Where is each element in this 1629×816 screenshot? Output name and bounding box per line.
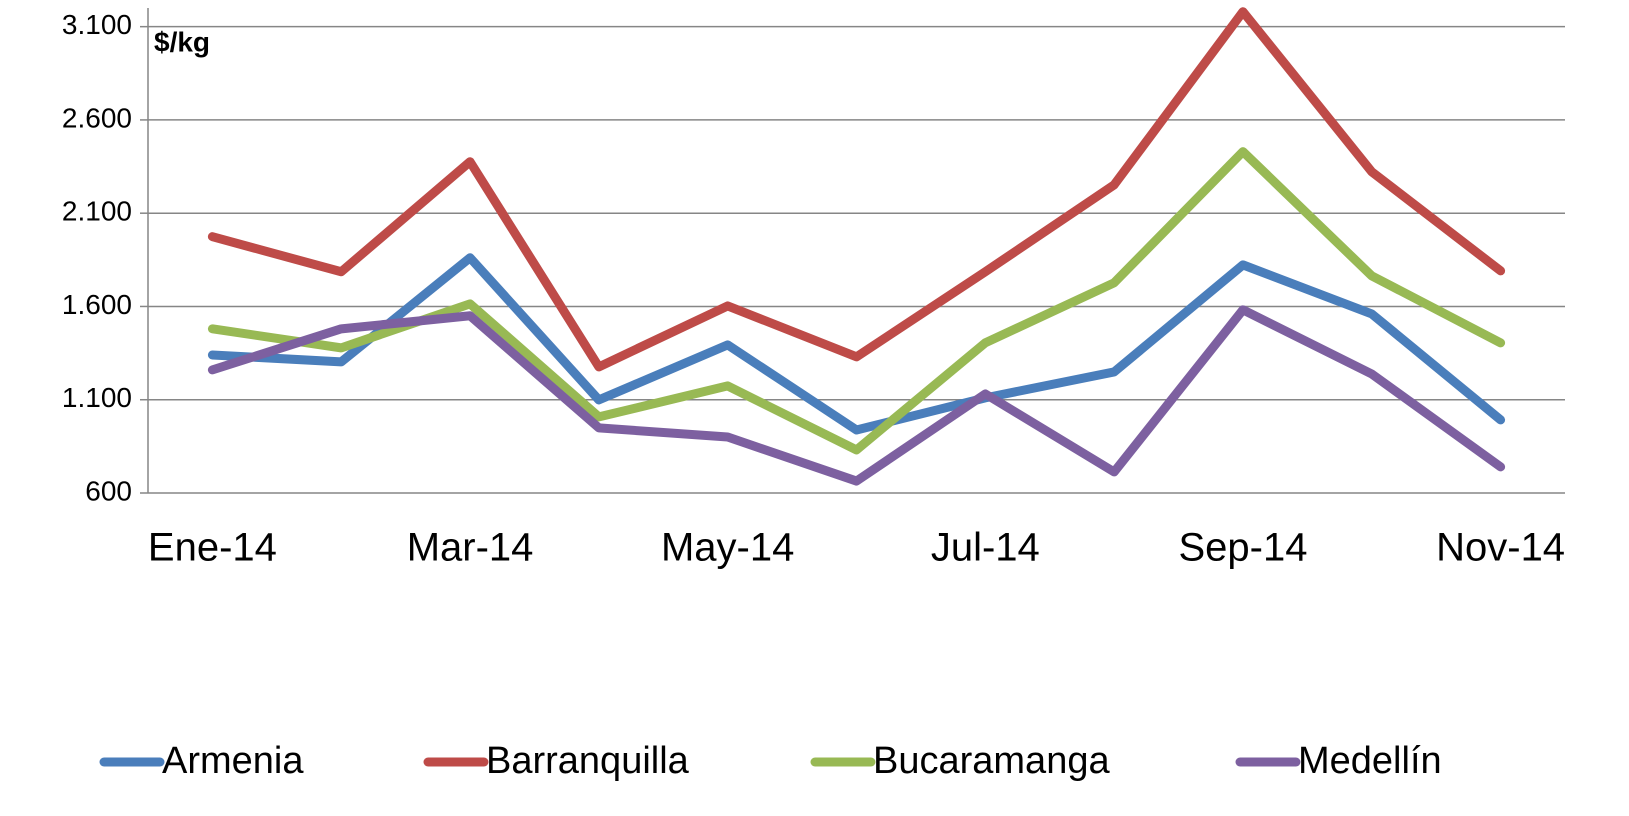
series-line (207, 147, 1506, 455)
legend-label: Bucaramanga (873, 740, 1110, 782)
y-unit-label: $/kg (154, 26, 210, 57)
y-tick-label: 2.600 (62, 102, 132, 133)
y-tick-label: 600 (85, 475, 132, 506)
x-tick-label: Mar-14 (407, 526, 534, 570)
y-tick-label: 1.100 (62, 382, 132, 413)
x-tick-label: Jul-14 (931, 526, 1040, 570)
legend-label: Armenia (162, 740, 304, 782)
legend-label: Barranquilla (486, 740, 690, 782)
plot: 600 1.100 1.600 2.100 2.600 3.100 Ene-14 Mar-14… (62, 7, 1565, 782)
series-line (207, 253, 1506, 435)
x-tick-label: Ene-14 (148, 526, 277, 570)
x-tick-label: May-14 (661, 526, 794, 570)
series-line (207, 7, 1506, 372)
y-tick-label: 1.600 (62, 289, 132, 320)
legend-label: Medellín (1298, 740, 1442, 782)
series-line (207, 305, 1506, 486)
y-tick-label: 3.100 (62, 9, 132, 40)
y-tick-label: 2.100 (62, 196, 132, 227)
x-tick-label: Nov-14 (1436, 526, 1565, 570)
x-tick-label: Sep-14 (1178, 526, 1307, 570)
